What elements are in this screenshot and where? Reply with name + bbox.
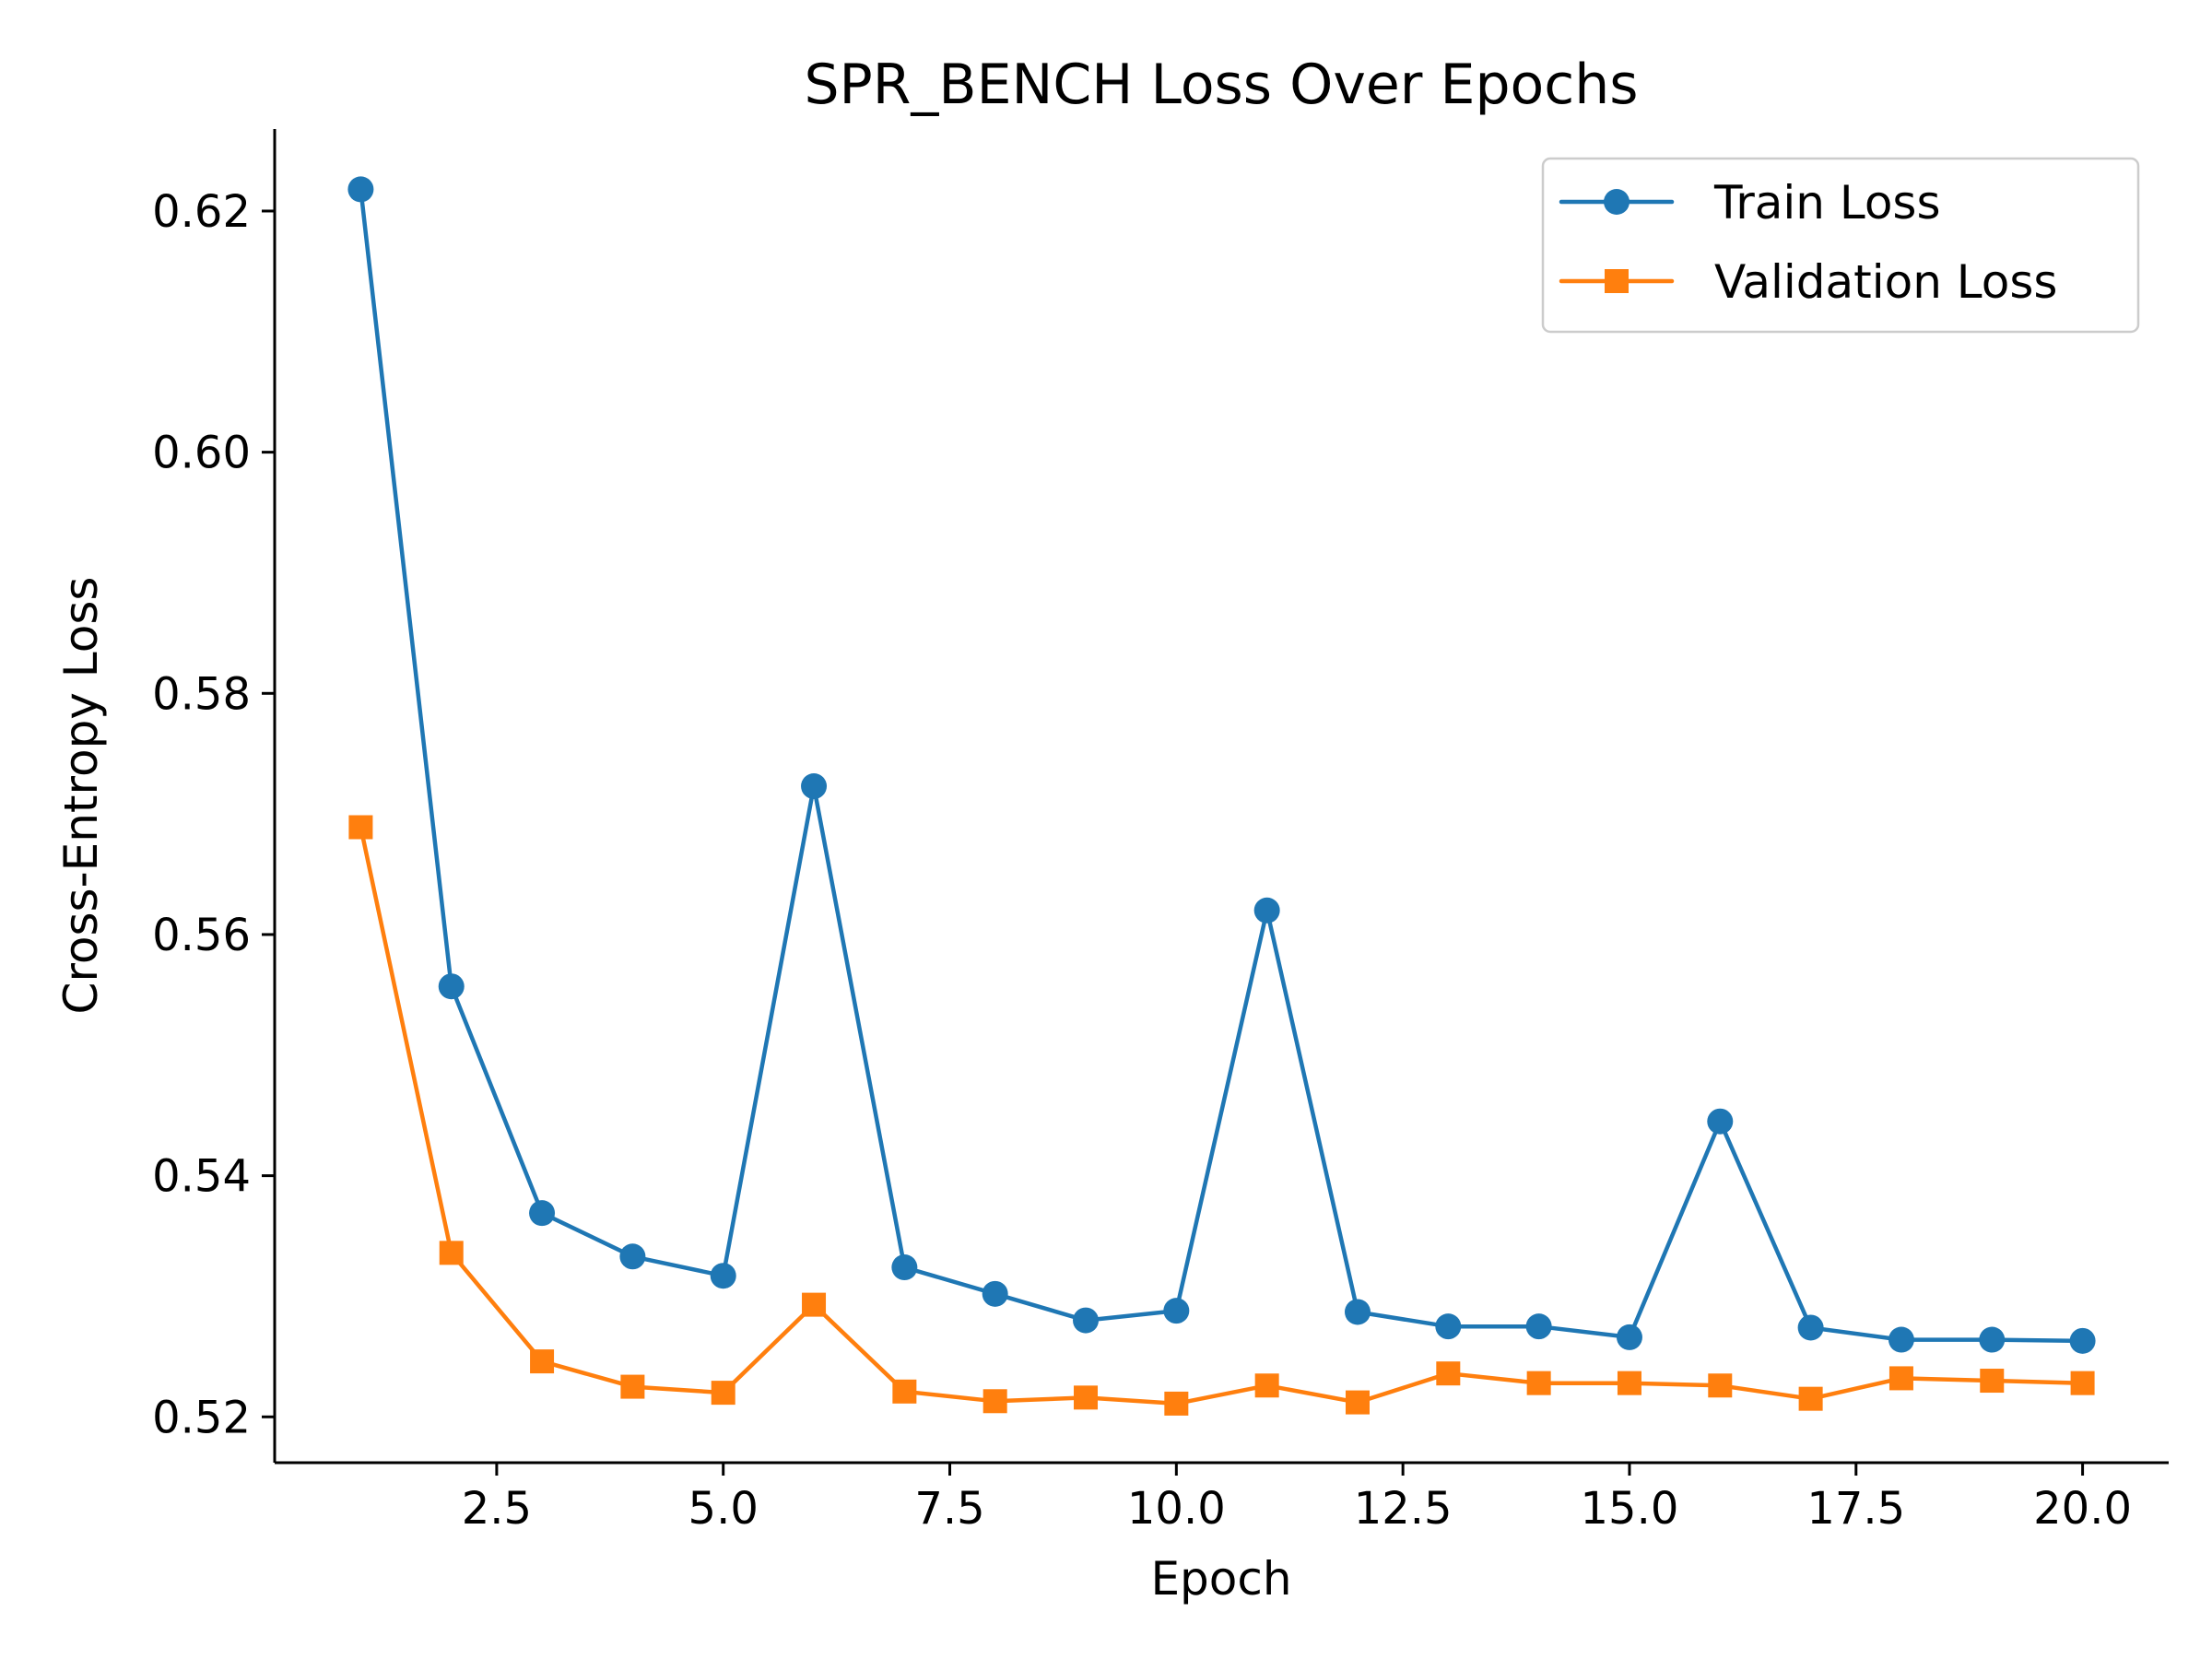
data-point-validation-loss [802,1292,827,1317]
legend-marker-train-loss [1604,189,1630,215]
series-train-loss [347,176,2096,1354]
legend-marker-validation-loss [1605,269,1629,293]
data-point-train-loss [1073,1307,1100,1334]
x-tick-label: 7.5 [914,1483,984,1535]
series-line-train-loss [359,187,2085,1344]
y-tick-label: 0.54 [152,1151,251,1203]
y-axis-label: Cross-Entropy Loss [54,577,108,1015]
y-axis-ticks: 0.52 0.54 0.56 0.58 0.60 0.62 [152,186,275,1443]
data-point-validation-loss [1617,1371,1641,1395]
series-layer [347,176,2096,1416]
y-tick-label: 0.60 [152,428,251,479]
data-point-train-loss [891,1254,918,1281]
data-point-validation-loss [1888,1366,1913,1391]
data-point-train-loss [529,1200,556,1227]
legend-box [1541,157,2140,334]
x-tick-label: 15.0 [1581,1483,1679,1535]
data-point-train-loss [1707,1108,1734,1135]
data-point-validation-loss [2070,1371,2095,1395]
data-point-validation-loss [620,1374,645,1399]
data-point-train-loss [1979,1326,2006,1353]
x-axis-label: Epoch [1150,1552,1291,1606]
data-point-validation-loss [1164,1391,1189,1416]
data-point-validation-loss [1074,1385,1099,1410]
data-point-train-loss [1797,1314,1824,1341]
chart-title: SPR_BENCH Loss Over Epochs [804,53,1638,117]
data-point-train-loss [2069,1327,2096,1354]
x-tick-label: 5.0 [688,1483,759,1535]
data-point-validation-loss [711,1381,735,1406]
data-point-validation-loss [530,1349,555,1374]
data-point-train-loss [1888,1326,1914,1353]
data-point-validation-loss [982,1389,1007,1414]
series-validation-loss [348,815,2095,1416]
data-point-validation-loss [439,1241,464,1265]
legend-label-validation-loss: Validation Loss [1714,255,2057,309]
x-tick-label: 12.5 [1354,1483,1453,1535]
data-point-validation-loss [1436,1361,1461,1386]
data-point-validation-loss [1708,1373,1733,1398]
data-point-train-loss [1616,1324,1642,1350]
x-tick-label: 17.5 [1806,1483,1905,1535]
data-point-train-loss [1344,1299,1371,1325]
data-point-train-loss [1163,1298,1190,1324]
legend: Train Loss Validation Loss [1541,157,2140,334]
data-point-train-loss [1253,897,1280,924]
data-point-validation-loss [1254,1373,1279,1398]
y-tick-label: 0.56 [152,910,251,961]
data-point-train-loss [1435,1313,1462,1340]
data-point-validation-loss [1345,1390,1370,1415]
legend-label-train-loss: Train Loss [1713,176,1941,229]
data-point-train-loss [801,773,828,800]
data-point-train-loss [710,1263,736,1289]
data-point-train-loss [982,1280,1008,1307]
data-point-validation-loss [1980,1369,2005,1394]
data-point-validation-loss [1526,1371,1551,1395]
x-axis-ticks: 2.5 5.0 7.5 10.0 12.5 15.0 17.5 20.0 [462,1463,2132,1535]
data-point-train-loss [347,176,374,203]
y-tick-label: 0.62 [152,186,251,238]
series-line-validation-loss [359,825,2085,1406]
data-point-validation-loss [348,815,373,840]
x-tick-label: 20.0 [2033,1483,2132,1535]
x-tick-label: 10.0 [1127,1483,1226,1535]
data-point-train-loss [619,1243,646,1270]
data-point-validation-loss [892,1379,917,1404]
data-point-train-loss [438,973,465,1000]
data-point-train-loss [1525,1313,1552,1340]
y-tick-label: 0.58 [152,668,251,720]
data-point-validation-loss [1798,1386,1823,1411]
x-tick-label: 2.5 [462,1483,532,1535]
y-tick-label: 0.52 [152,1392,251,1443]
